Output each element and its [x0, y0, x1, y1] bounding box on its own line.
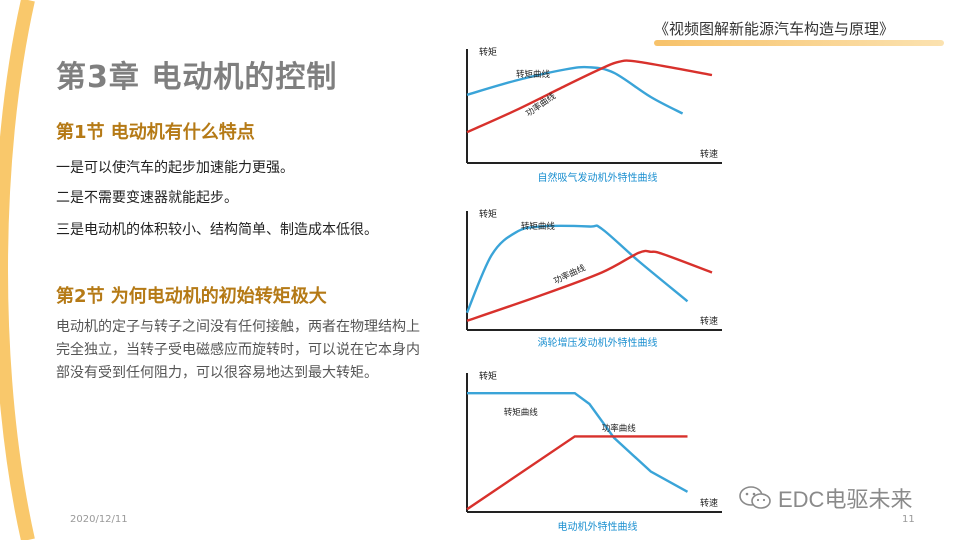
y-axis-label: 转矩: [479, 208, 497, 220]
watermark: EDC电驱未来: [738, 482, 912, 514]
wechat-icon: [739, 486, 771, 509]
header-underline: [654, 40, 944, 46]
chart-caption: 自然吸气发动机外特性曲线: [538, 171, 658, 184]
y-axis-label: 转矩: [479, 370, 497, 382]
book-title: 《视频图解新能源汽车构造与原理》: [654, 20, 895, 38]
section2-title: 第2节 为何电动机的初始转矩极大: [56, 286, 327, 307]
watermark-text: EDC电驱未来: [778, 487, 913, 512]
chapter-title: 第3章 电动机的控制: [56, 60, 338, 95]
page-number: 11: [902, 514, 915, 525]
section1-title: 第1节 电动机有什么特点: [56, 122, 255, 143]
x-axis-label: 转速: [700, 148, 718, 160]
y-axis-label: 转矩: [479, 46, 497, 58]
chart-caption: 涡轮增压发动机外特性曲线: [538, 336, 658, 349]
decorative-arc: [0, 0, 52, 540]
torque-curve-label: 转矩曲线: [521, 221, 556, 232]
power-curve: [466, 249, 713, 322]
torque-curve: [467, 392, 689, 493]
power-curve-label: 功率曲线: [602, 423, 637, 434]
feature-point-3: 三是电动机的体积较小、结构简单、制造成本低很。: [56, 222, 378, 238]
power-curve: [466, 435, 688, 511]
torque-curve: [465, 224, 689, 314]
feature-point-1: 一是可以使汽车的起步加速能力更强。: [56, 160, 294, 176]
chart-caption: 电动机外特性曲线: [558, 520, 638, 533]
footer-date: 2020/12/11: [70, 514, 128, 525]
section2-paragraph: 电动机的定子与转子之间没有任何接触，两者在物理结构上完全独立，当转子受电磁感应而…: [56, 319, 420, 381]
feature-point-2: 二是不需要变速器就能起步。: [56, 190, 238, 206]
x-axis-label: 转速: [700, 497, 718, 509]
torque-curve-label: 转矩曲线: [504, 407, 539, 418]
torque-curve-label: 转矩曲线: [516, 69, 551, 80]
power-curve-label: 功率曲线: [552, 262, 588, 287]
x-axis-label: 转速: [700, 315, 718, 327]
power-curve: [466, 59, 713, 134]
torque-curve: [466, 65, 684, 115]
